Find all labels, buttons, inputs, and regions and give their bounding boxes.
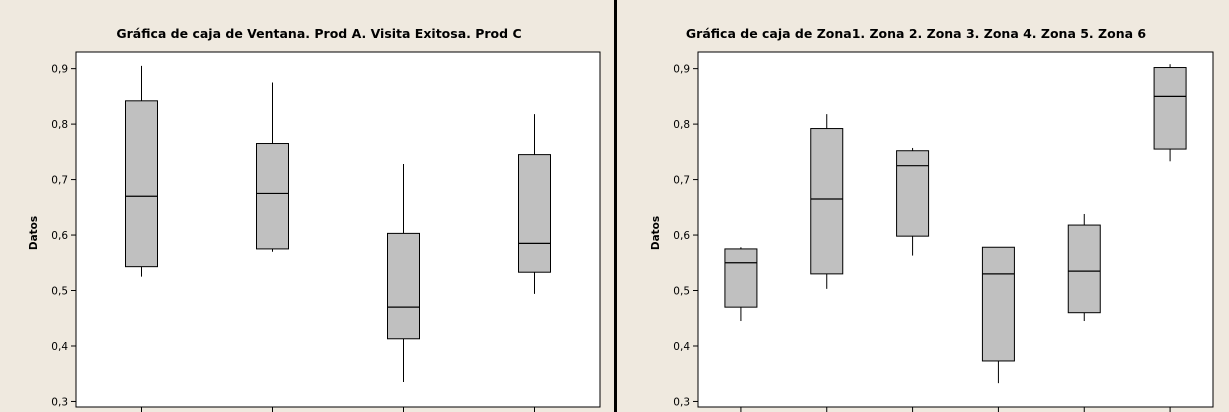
- y-axis: 0,3 0,4 0,5 0,6 0,7 0,8 0,9: [673, 64, 698, 408]
- box-ventana: [125, 65, 158, 277]
- y-tick-label: 0,4: [51, 341, 68, 353]
- chart-title: Gráfica de caja de Ventana. Prod A. Visi…: [116, 26, 521, 41]
- y-tick-label: 0,8: [673, 119, 690, 131]
- box-zona-5: [1067, 213, 1101, 322]
- plot-area: [697, 51, 1214, 408]
- iqr-box: [724, 248, 758, 308]
- panel-divider: [614, 0, 617, 412]
- iqr-box: [125, 100, 158, 268]
- iqr-box: [810, 128, 844, 275]
- iqr-box: [387, 232, 420, 340]
- iqr-box: [896, 150, 930, 237]
- box-prod-c: [518, 114, 551, 294]
- box-prod-a: [256, 82, 289, 252]
- chart-panel-right: Gráfica de caja de Zona1. Zona 2. Zona 3…: [617, 0, 1229, 412]
- y-tick-label: 0,6: [51, 230, 68, 242]
- box-zona1: [724, 247, 758, 322]
- box-zona-6: [1153, 64, 1187, 162]
- box-visita-exitosa: [387, 164, 420, 383]
- y-tick-label: 0,7: [673, 175, 690, 187]
- plot-area: [75, 51, 601, 408]
- box-zona-4: [981, 246, 1015, 384]
- y-tick-label: 0,9: [51, 64, 68, 76]
- y-axis: 0,3 0,4 0,5 0,6 0,7 0,8 0,9: [51, 64, 76, 408]
- y-tick-label: 0,9: [673, 64, 690, 76]
- y-tick-label: 0,3: [51, 396, 68, 408]
- y-tick-label: 0,3: [673, 396, 690, 408]
- iqr-box: [981, 246, 1015, 362]
- iqr-box: [256, 143, 289, 250]
- box-zona-2: [810, 114, 844, 289]
- x-axis: Zona1Zona 2Zona 3Zona 4Zona 5Zona 6: [740, 407, 1171, 412]
- boxes: [724, 64, 1187, 384]
- iqr-box: [518, 154, 551, 273]
- y-tick-label: 0,4: [673, 341, 690, 353]
- y-tick-label: 0,5: [673, 286, 690, 298]
- y-tick-label: 0,7: [51, 175, 68, 187]
- y-tick-label: 0,8: [51, 119, 68, 131]
- y-axis-label: Datos: [28, 216, 40, 250]
- y-axis-label: Datos: [650, 216, 662, 250]
- chart-panel-left: Gráfica de caja de Ventana. Prod A. Visi…: [0, 0, 614, 412]
- boxes: [125, 65, 551, 383]
- box-zona-3: [896, 147, 930, 256]
- y-tick-label: 0,6: [673, 230, 690, 242]
- iqr-box: [1153, 67, 1187, 150]
- x-axis: VentanaProd AVisita ExitosaProd C: [141, 407, 535, 412]
- chart-title: Gráfica de caja de Zona1. Zona 2. Zona 3…: [686, 26, 1146, 41]
- y-tick-label: 0,5: [51, 286, 68, 298]
- iqr-box: [1067, 224, 1101, 314]
